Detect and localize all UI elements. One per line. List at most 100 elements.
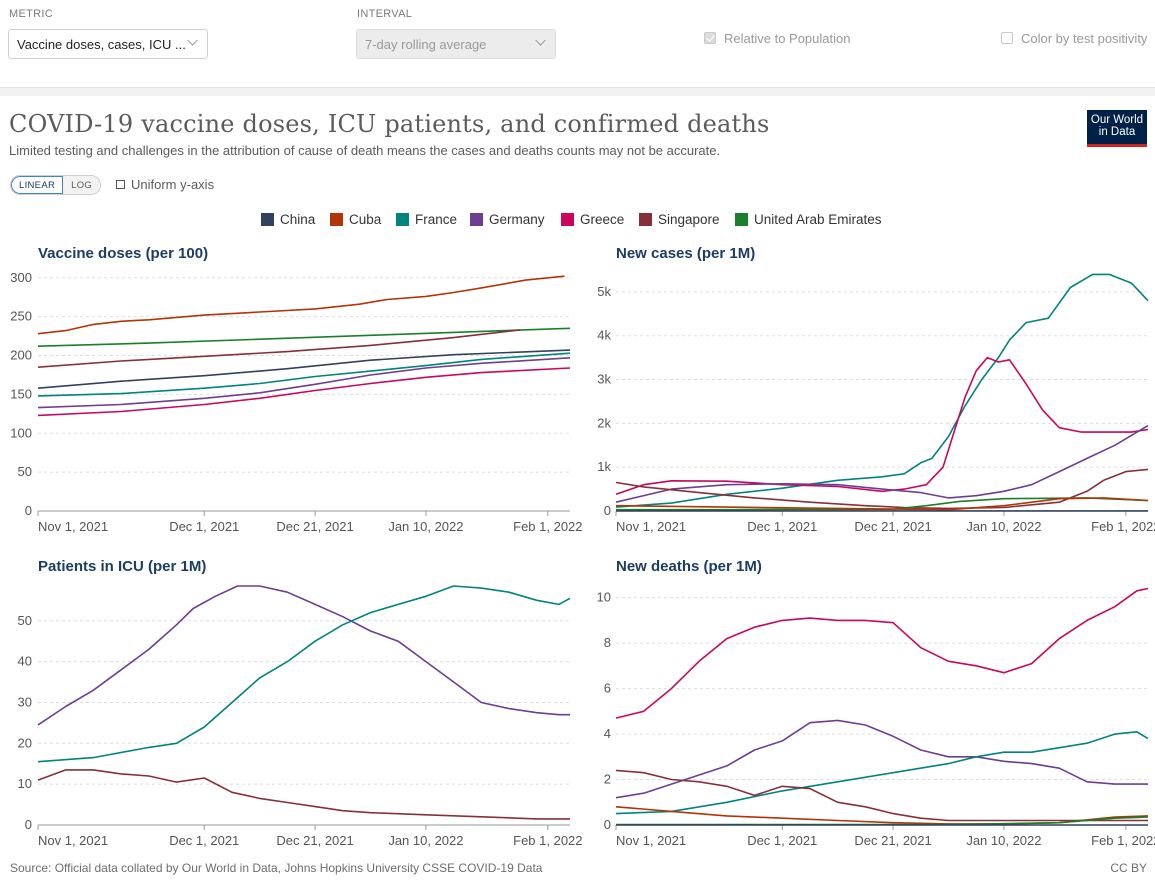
y-tick-label: 250 — [10, 309, 32, 324]
series-line-singapore[interactable] — [37, 769, 570, 820]
x-tick-label: Dec 1, 2021 — [169, 519, 239, 534]
legend-item-france[interactable]: France — [396, 212, 457, 227]
chart-title: COVID-19 vaccine doses, ICU patients, an… — [9, 110, 770, 138]
legend-label: Singapore — [658, 212, 720, 227]
legend-item-germany[interactable]: Germany — [470, 212, 545, 227]
panel-title: Vaccine doses (per 100) — [38, 245, 208, 262]
chart-panel-2: New cases (per 1M) 0 1k 2k 3k 4k 5k Nov 1, 2021… — [597, 245, 1155, 534]
x-tick-label: Nov 1, 2021 — [616, 519, 686, 534]
x-tick-label: Dec 1, 2021 — [747, 833, 817, 848]
series-line-france[interactable] — [37, 585, 571, 763]
y-tick-label: 30 — [18, 694, 32, 709]
legend-swatch — [330, 213, 343, 226]
color-by-positivity-checkbox[interactable]: Color by test positivity — [1001, 31, 1147, 46]
legend-item-china[interactable]: China — [261, 212, 315, 227]
series-line-singapore[interactable] — [615, 468, 1149, 510]
x-tick-label: Jan 10, 2022 — [388, 833, 463, 848]
y-tick-label: 2 — [604, 772, 611, 787]
series-line-cuba[interactable] — [37, 275, 565, 335]
interval-label: INTERVAL — [357, 8, 413, 20]
y-tick-label: 100 — [10, 425, 32, 440]
legend: China Cuba France Germany Greece Singapore Uni… — [0, 212, 1155, 230]
license-link[interactable]: CC BY — [1110, 861, 1147, 875]
legend-item-greece[interactable]: Greece — [561, 212, 624, 227]
legend-item-united-arab-emirates[interactable]: United Arab Emirates — [735, 212, 882, 227]
y-tick-label: 10 — [18, 776, 32, 791]
separator-band — [0, 88, 1155, 96]
series-line-united-arab-emirates[interactable] — [37, 327, 571, 347]
x-tick-label: Dec 21, 2021 — [854, 833, 931, 848]
legend-label: United Arab Emirates — [754, 212, 882, 227]
relative-to-population-checkbox[interactable]: Relative to Population — [704, 31, 850, 46]
y-tick-label: 5k — [597, 284, 611, 299]
legend-label: Germany — [489, 212, 545, 227]
y-tick-label: 50 — [18, 613, 32, 628]
series-line-france[interactable] — [37, 352, 571, 397]
x-tick-label: Feb 1, 2022 — [513, 833, 582, 848]
y-tick-label: 40 — [18, 654, 32, 669]
x-tick-label: Nov 1, 2021 — [38, 519, 108, 534]
panel-title: New deaths (per 1M) — [616, 558, 762, 575]
legend-swatch — [639, 213, 652, 226]
y-tick-label: 200 — [10, 348, 32, 363]
log-button[interactable]: LOG — [63, 176, 101, 194]
uniform-label: Uniform y-axis — [131, 177, 215, 192]
legend-label: China — [280, 212, 316, 227]
series-line-germany[interactable] — [37, 585, 570, 726]
x-tick-label: Dec 21, 2021 — [276, 519, 353, 534]
legend-item-singapore[interactable]: Singapore — [639, 212, 720, 227]
y-tick-label: 0 — [604, 817, 611, 832]
legend-item-cuba[interactable]: Cuba — [330, 212, 381, 227]
chart-panel-3: Patients in ICU (per 1M) 0 10 20 30 40 50 Nov 1… — [18, 558, 583, 848]
y-tick-label: 300 — [10, 270, 32, 285]
x-tick-label: Feb 1, 2022 — [1091, 833, 1155, 848]
series-line-germany[interactable] — [615, 719, 1148, 799]
interval-select-value: 7-day rolling average — [365, 37, 487, 52]
source-note: Source: Official data collated by Our Wo… — [10, 861, 543, 875]
series-line-cuba[interactable] — [615, 497, 1149, 511]
color-label: Color by test positivity — [1021, 31, 1148, 46]
y-tick-label: 20 — [18, 735, 32, 750]
series-line-singapore[interactable] — [615, 769, 1148, 822]
y-tick-label: 4 — [604, 726, 611, 741]
y-tick-label: 4k — [597, 328, 611, 343]
legend-label: France — [415, 212, 458, 227]
x-tick-label: Jan 10, 2022 — [966, 833, 1041, 848]
metric-select-value: Vaccine doses, cases, ICU ... — [17, 37, 186, 52]
series-line-greece[interactable] — [615, 587, 1149, 719]
legend-swatch — [396, 213, 409, 226]
series-line-greece[interactable] — [37, 367, 571, 417]
y-tick-label: 6 — [604, 681, 611, 696]
legend-label: Cuba — [349, 212, 382, 227]
panel-title: New cases (per 1M) — [616, 245, 755, 262]
y-tick-label: 10 — [597, 590, 611, 605]
series-line-china[interactable] — [37, 349, 571, 389]
relative-label: Relative to Population — [724, 31, 851, 46]
y-tick-label: 0 — [25, 503, 32, 518]
series-line-germany[interactable] — [37, 357, 571, 409]
y-tick-label: 3k — [597, 372, 611, 387]
chart-panel-4: New deaths (per 1M) 0 2 4 6 8 10 Nov 1, 2021 Dec… — [597, 558, 1155, 848]
y-tick-label: 2k — [597, 415, 611, 430]
panel-title: Patients in ICU (per 1M) — [38, 558, 206, 575]
uniform-y-axis-toggle[interactable]: Uniform y-axis — [116, 177, 214, 192]
owid-logo[interactable]: Our World in Data — [1087, 110, 1147, 147]
series-line-singapore[interactable] — [37, 329, 521, 368]
x-tick-label: Dec 21, 2021 — [276, 833, 353, 848]
metric-label: METRIC — [9, 8, 53, 20]
y-tick-label: 8 — [604, 635, 611, 650]
series-line-germany[interactable] — [615, 424, 1149, 503]
x-tick-label: Feb 1, 2022 — [513, 519, 582, 534]
metric-select[interactable]: Vaccine doses, cases, ICU ... — [8, 29, 208, 59]
interval-select[interactable]: 7-day rolling average — [356, 29, 556, 59]
series-line-france[interactable] — [615, 731, 1149, 815]
x-tick-label: Jan 10, 2022 — [388, 519, 463, 534]
controls-bar: METRIC Vaccine doses, cases, ICU ... INT… — [0, 0, 1155, 88]
x-tick-label: Dec 1, 2021 — [169, 833, 239, 848]
series-line-france[interactable] — [615, 273, 1149, 508]
logo-line-2: in Data — [1098, 126, 1136, 138]
linear-button[interactable]: LINEAR — [11, 176, 64, 194]
series-line-greece[interactable] — [615, 356, 1149, 496]
y-tick-label: 1k — [597, 459, 611, 474]
